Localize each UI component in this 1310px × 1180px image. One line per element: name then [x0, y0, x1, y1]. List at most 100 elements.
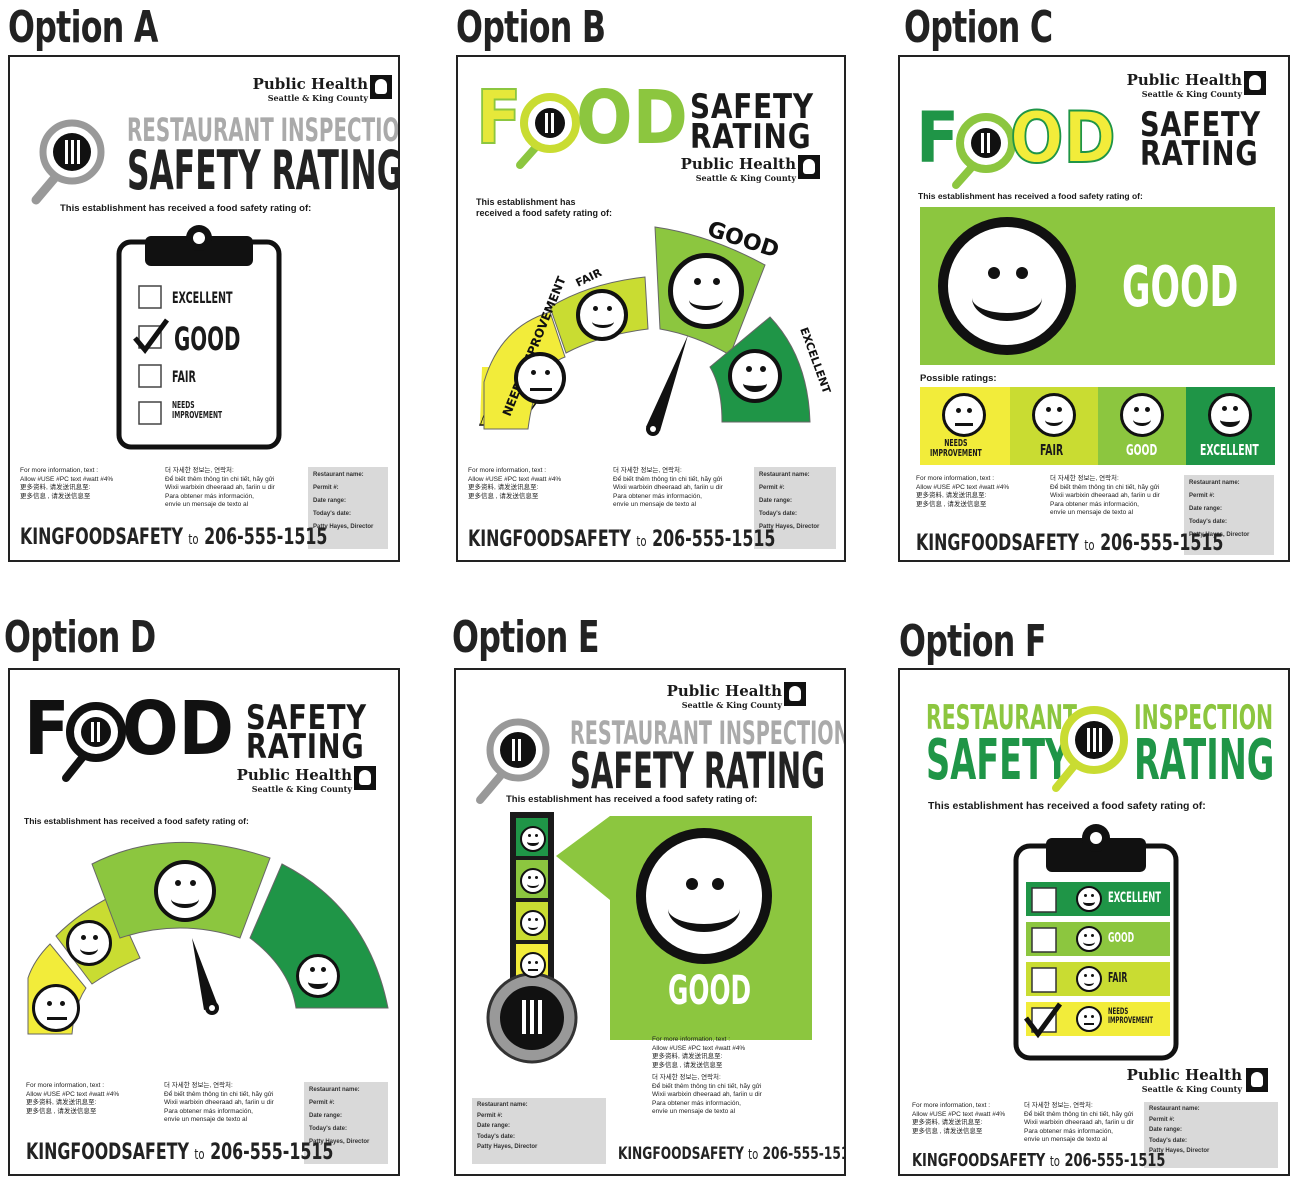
- option-label-b: Option B: [456, 2, 606, 53]
- rating-good-label: GOOD: [174, 320, 241, 358]
- rating-excellent-label: EXCELLENT: [172, 288, 233, 307]
- title-restaurant-inspection: RESTAURANT INSPECTION: [570, 714, 846, 752]
- face-fair-icon: [520, 910, 546, 936]
- rating-fair-label: FAIR: [1108, 971, 1128, 986]
- restaurant-info-box: Restaurant name: Permit #: Date range: T…: [1144, 1102, 1278, 1168]
- info-left: For more information, text : Allow #USE …: [912, 1102, 1006, 1135]
- face-needs-improvement-icon: [1076, 1006, 1102, 1032]
- restaurant-info-box: Restaurant name: Permit #: Date range: T…: [1184, 475, 1274, 555]
- food-logo-od: OD: [1009, 96, 1117, 180]
- title-restaurant-inspection: RESTAURANT INSPECTION: [127, 111, 400, 149]
- info-left: For more information, text : Allow #USE …: [26, 1082, 120, 1115]
- food-safety-word: SAFETY: [1140, 105, 1261, 145]
- kingfoodsafety-text: KINGFOODSAFETY to 206-555-1515: [618, 1144, 844, 1164]
- face-fair-icon: [576, 289, 628, 341]
- face-needs-improvement-icon: [514, 352, 566, 404]
- clipboard: [116, 225, 282, 450]
- kingfoodsafety-text: KINGFOODSAFETY to 206-555-1515: [916, 531, 1224, 556]
- option-label-c: Option C: [904, 2, 1053, 53]
- public-health-header: Public Health Seattle & King County: [666, 682, 782, 710]
- rating-good-label: GOOD: [1108, 931, 1135, 946]
- face-fair-icon: [66, 920, 112, 966]
- restaurant-info-box: Restaurant name: Permit #: Date range: T…: [308, 467, 388, 549]
- magnifier-o-icon: [952, 113, 1016, 189]
- good-large-label: GOOD: [668, 968, 752, 1014]
- magnifier-icon: [476, 718, 550, 804]
- face-good-large-icon: [636, 828, 772, 964]
- option-label-f: Option F: [899, 616, 1047, 667]
- face-fair-icon: [1076, 966, 1102, 992]
- public-health-header: Public Health Seattle & King County: [1126, 1066, 1242, 1094]
- info-right: 더 자세한 정보는, 연락처: Để biết thêm thông tin c…: [165, 467, 275, 509]
- face-excellent-icon: [296, 954, 340, 998]
- poster-option-d: F OD SAFETY RATING Public Health Seattle …: [8, 668, 400, 1176]
- face-good-icon: [668, 253, 744, 329]
- good-large-label: GOOD: [1122, 255, 1239, 320]
- kingfoodsafety-text: KINGFOODSAFETY to 206-555-1515: [468, 527, 776, 552]
- food-logo-od: OD: [576, 75, 688, 161]
- establishment-text: This establishment has received a food s…: [60, 203, 312, 214]
- establishment-text: This establishment has received a food sa…: [476, 197, 613, 218]
- restaurant-info-box: Restaurant name: Permit #: Date range: T…: [472, 1098, 606, 1164]
- poster-option-f: RESTAURANT INSPECTION SAFETY RATING This…: [898, 668, 1290, 1176]
- title-f-rating: RATING: [1134, 728, 1275, 793]
- food-logo-f: F: [916, 97, 960, 179]
- food-safety-word: SAFETY: [690, 87, 814, 127]
- food-logo-f: F: [475, 74, 522, 162]
- info-left: For more information, text : Allow #USE …: [20, 467, 114, 500]
- title-f-inspection: INSPECTION: [1134, 698, 1274, 738]
- title-safety-rating: SAFETY RATING: [127, 139, 400, 202]
- option-label-e: Option E: [452, 612, 600, 663]
- food-rating-word: RATING: [1140, 134, 1259, 174]
- title-f-safety: SAFETY: [926, 728, 1070, 793]
- food-logo-f: F: [24, 686, 70, 772]
- info-right: 더 자세한 정보는, 연락처: Để biết thêm thông tin c…: [613, 467, 723, 509]
- establishment-text: This establishment has received a food s…: [928, 800, 1206, 812]
- face-excellent-icon: [728, 349, 782, 403]
- public-health-header: Public Health Seattle & King County: [1126, 71, 1242, 99]
- public-health-logo-icon: [354, 766, 376, 790]
- kingfoodsafety-text: KINGFOODSAFETY to 206-555-1515: [26, 1140, 334, 1165]
- info-right: 더 자세한 정보는, 연락처: Để biết thêm thông tin c…: [1024, 1102, 1134, 1144]
- magnifier-o-icon: [516, 93, 580, 169]
- public-health-logo-icon: [798, 155, 820, 179]
- poster-option-e: Public Health Seattle & King County RESTA…: [454, 668, 846, 1176]
- title-safety-rating: SAFETY RATING: [570, 742, 826, 800]
- face-good-icon: [1076, 926, 1102, 952]
- face-needs-improvement-icon: [942, 393, 986, 437]
- option-label-a: Option A: [8, 2, 158, 53]
- swatch-label-excellent: EXCELLENT: [1200, 441, 1259, 459]
- face-excellent-icon: [1076, 886, 1102, 912]
- info-left: For more information, text : Allow #USE …: [468, 467, 562, 500]
- swatch-label-good: GOOD: [1126, 441, 1158, 459]
- public-health-header: Public Health Seattle & King County: [236, 766, 352, 794]
- rating-excellent-label: EXCELLENT: [1108, 890, 1162, 906]
- public-health-header: Public Health Seattle & King County: [680, 155, 796, 183]
- establishment-text: This establishment has received a food s…: [918, 191, 1143, 201]
- food-safety-word: SAFETY: [246, 698, 367, 738]
- rating-fair-label: FAIR: [172, 367, 196, 386]
- info-right: 더 자세한 정보는, 연락처: Để biết thêm thông tin c…: [1050, 475, 1160, 517]
- face-good-icon: [154, 860, 216, 922]
- magnifier-o-icon: [62, 702, 126, 782]
- restaurant-info-box: Restaurant name: Permit #: Date range: T…: [754, 467, 836, 549]
- swatch-label-needs: NEEDS IMPROVEMENT: [930, 438, 982, 459]
- title-f-restaurant: RESTAURANT: [926, 698, 1077, 738]
- option-label-d: Option D: [4, 612, 156, 663]
- public-health-logo-icon: [784, 682, 806, 706]
- face-excellent-icon: [520, 826, 546, 852]
- rating-needs-label: NEEDS IMPROVEMENT: [172, 400, 223, 421]
- face-excellent-icon: [1208, 393, 1252, 437]
- public-health-header: Public Health Seattle & King County: [252, 75, 368, 103]
- info-right: 더 자세한 정보는, 연락처: Để biết thêm thông tin c…: [164, 1082, 274, 1124]
- kingfoodsafety-text: KINGFOODSAFETY to 206-555-1515: [20, 525, 328, 550]
- establishment-text: This establishment has received a food s…: [24, 816, 249, 826]
- info-left: For more information, text : Allow #USE …: [652, 1036, 746, 1069]
- gauge-meter: NEEDS IMPROVEMENT FAIR GOOD EXCELLENT: [478, 217, 833, 436]
- poster-option-c: Public Health Seattle & King County F OD …: [898, 55, 1290, 562]
- poster-option-b: F OD SAFETY RATING Public Health Seattle …: [456, 55, 846, 562]
- poster-option-a: Public Health Seattle & King County RESTA…: [8, 55, 400, 562]
- restaurant-info-box: Restaurant name: Permit #: Date range: T…: [304, 1082, 388, 1164]
- public-health-logo-icon: [370, 75, 392, 99]
- food-rating-word: RATING: [246, 727, 365, 767]
